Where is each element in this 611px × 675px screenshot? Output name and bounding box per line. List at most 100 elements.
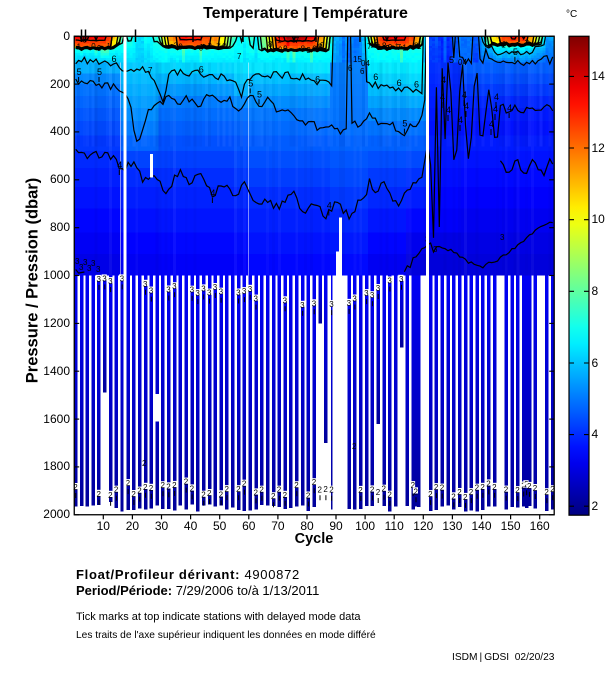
- svg-text:2: 2: [544, 488, 549, 497]
- svg-text:2: 2: [277, 486, 282, 495]
- svg-text:3: 3: [201, 284, 206, 293]
- svg-text:6: 6: [199, 65, 204, 75]
- svg-text:3: 3: [91, 259, 96, 268]
- svg-text:0: 0: [386, 45, 390, 52]
- svg-text:1: 1: [417, 42, 422, 51]
- svg-text:2: 2: [492, 483, 497, 492]
- svg-text:7: 7: [367, 42, 372, 51]
- svg-text:3: 3: [79, 263, 84, 272]
- svg-text:3: 3: [370, 291, 375, 300]
- svg-text:1: 1: [501, 41, 506, 50]
- svg-text:2: 2: [382, 485, 387, 494]
- svg-text:2: 2: [271, 492, 276, 501]
- svg-text:3: 3: [236, 289, 241, 298]
- svg-text:8: 8: [414, 42, 419, 51]
- svg-text:2: 2: [533, 484, 538, 493]
- svg-text:2: 2: [358, 486, 363, 495]
- svg-text:2: 2: [131, 490, 136, 499]
- svg-text:2: 2: [97, 490, 102, 499]
- svg-text:5: 5: [97, 67, 102, 77]
- svg-text:6: 6: [397, 78, 402, 88]
- svg-text:2: 2: [376, 488, 381, 497]
- svg-text:4: 4: [489, 119, 494, 129]
- svg-text:8: 8: [301, 45, 306, 54]
- svg-text:6: 6: [360, 67, 365, 76]
- svg-text:4: 4: [117, 160, 122, 170]
- svg-text:2: 2: [434, 483, 439, 492]
- svg-text:2: 2: [312, 478, 317, 487]
- svg-text:2: 2: [451, 492, 456, 501]
- svg-text:2: 2: [370, 485, 375, 494]
- svg-text:2: 2: [142, 459, 147, 468]
- svg-text:3: 3: [242, 287, 247, 296]
- svg-text:4: 4: [458, 115, 463, 125]
- svg-text:1: 1: [200, 44, 204, 51]
- svg-text:3: 3: [347, 299, 352, 308]
- svg-text:8: 8: [382, 42, 387, 51]
- svg-text:3: 3: [96, 265, 101, 274]
- svg-text:2: 2: [387, 491, 392, 500]
- svg-text:2: 2: [374, 40, 378, 47]
- svg-text:2: 2: [480, 483, 485, 492]
- svg-text:2: 2: [114, 486, 119, 495]
- svg-text:4: 4: [440, 92, 445, 102]
- svg-text:2: 2: [527, 482, 532, 491]
- svg-text:3: 3: [143, 280, 148, 289]
- svg-text:2: 2: [323, 485, 328, 494]
- svg-text:2: 2: [294, 481, 299, 490]
- svg-text:8: 8: [318, 43, 323, 52]
- svg-text:4: 4: [507, 103, 512, 113]
- svg-text:3: 3: [352, 295, 357, 304]
- svg-text:2: 2: [414, 487, 419, 496]
- svg-text:0: 0: [385, 44, 390, 53]
- svg-text:15: 15: [353, 55, 362, 64]
- svg-text:3: 3: [166, 286, 171, 295]
- svg-text:4: 4: [462, 90, 467, 100]
- svg-text:3: 3: [213, 283, 218, 292]
- svg-text:4: 4: [327, 201, 332, 211]
- svg-text:2: 2: [306, 492, 311, 501]
- svg-text:2: 2: [259, 486, 264, 495]
- svg-text:2: 2: [440, 484, 445, 493]
- svg-text:2: 2: [201, 491, 206, 500]
- svg-text:3: 3: [102, 274, 107, 283]
- svg-text:6: 6: [315, 75, 320, 85]
- svg-text:3: 3: [329, 300, 334, 309]
- svg-text:0: 0: [222, 42, 227, 51]
- svg-text:3: 3: [97, 275, 102, 284]
- svg-text:5: 5: [513, 47, 518, 57]
- svg-text:2: 2: [550, 485, 555, 494]
- svg-text:4: 4: [210, 188, 215, 198]
- svg-text:3: 3: [300, 301, 305, 310]
- svg-text:7: 7: [216, 43, 221, 52]
- svg-text:2: 2: [166, 482, 171, 491]
- svg-text:2: 2: [149, 484, 154, 493]
- svg-text:2: 2: [137, 487, 142, 496]
- svg-text:2: 2: [329, 486, 334, 495]
- svg-text:2: 2: [225, 485, 230, 494]
- svg-text:7: 7: [237, 52, 242, 61]
- svg-text:0: 0: [91, 42, 96, 51]
- svg-text:04: 04: [458, 58, 467, 67]
- svg-text:2: 2: [190, 484, 195, 493]
- svg-text:5: 5: [77, 67, 82, 77]
- svg-text:1: 1: [319, 44, 323, 51]
- svg-text:1: 1: [370, 40, 375, 49]
- svg-text:3: 3: [433, 245, 438, 254]
- svg-text:3: 3: [75, 257, 80, 266]
- svg-text:8: 8: [268, 40, 273, 49]
- svg-text:9: 9: [315, 45, 320, 54]
- svg-text:9: 9: [178, 43, 183, 52]
- svg-text:3: 3: [195, 289, 200, 298]
- svg-text:4: 4: [493, 104, 498, 114]
- svg-text:0: 0: [199, 43, 204, 52]
- svg-text:2: 2: [208, 42, 213, 51]
- svg-text:3: 3: [387, 277, 392, 286]
- svg-text:5: 5: [248, 78, 253, 88]
- svg-text:3: 3: [219, 288, 224, 297]
- svg-text:4: 4: [441, 75, 446, 85]
- svg-text:3: 3: [254, 295, 259, 304]
- svg-text:2: 2: [207, 489, 212, 498]
- svg-text:3: 3: [87, 264, 92, 273]
- svg-text:6: 6: [112, 54, 117, 64]
